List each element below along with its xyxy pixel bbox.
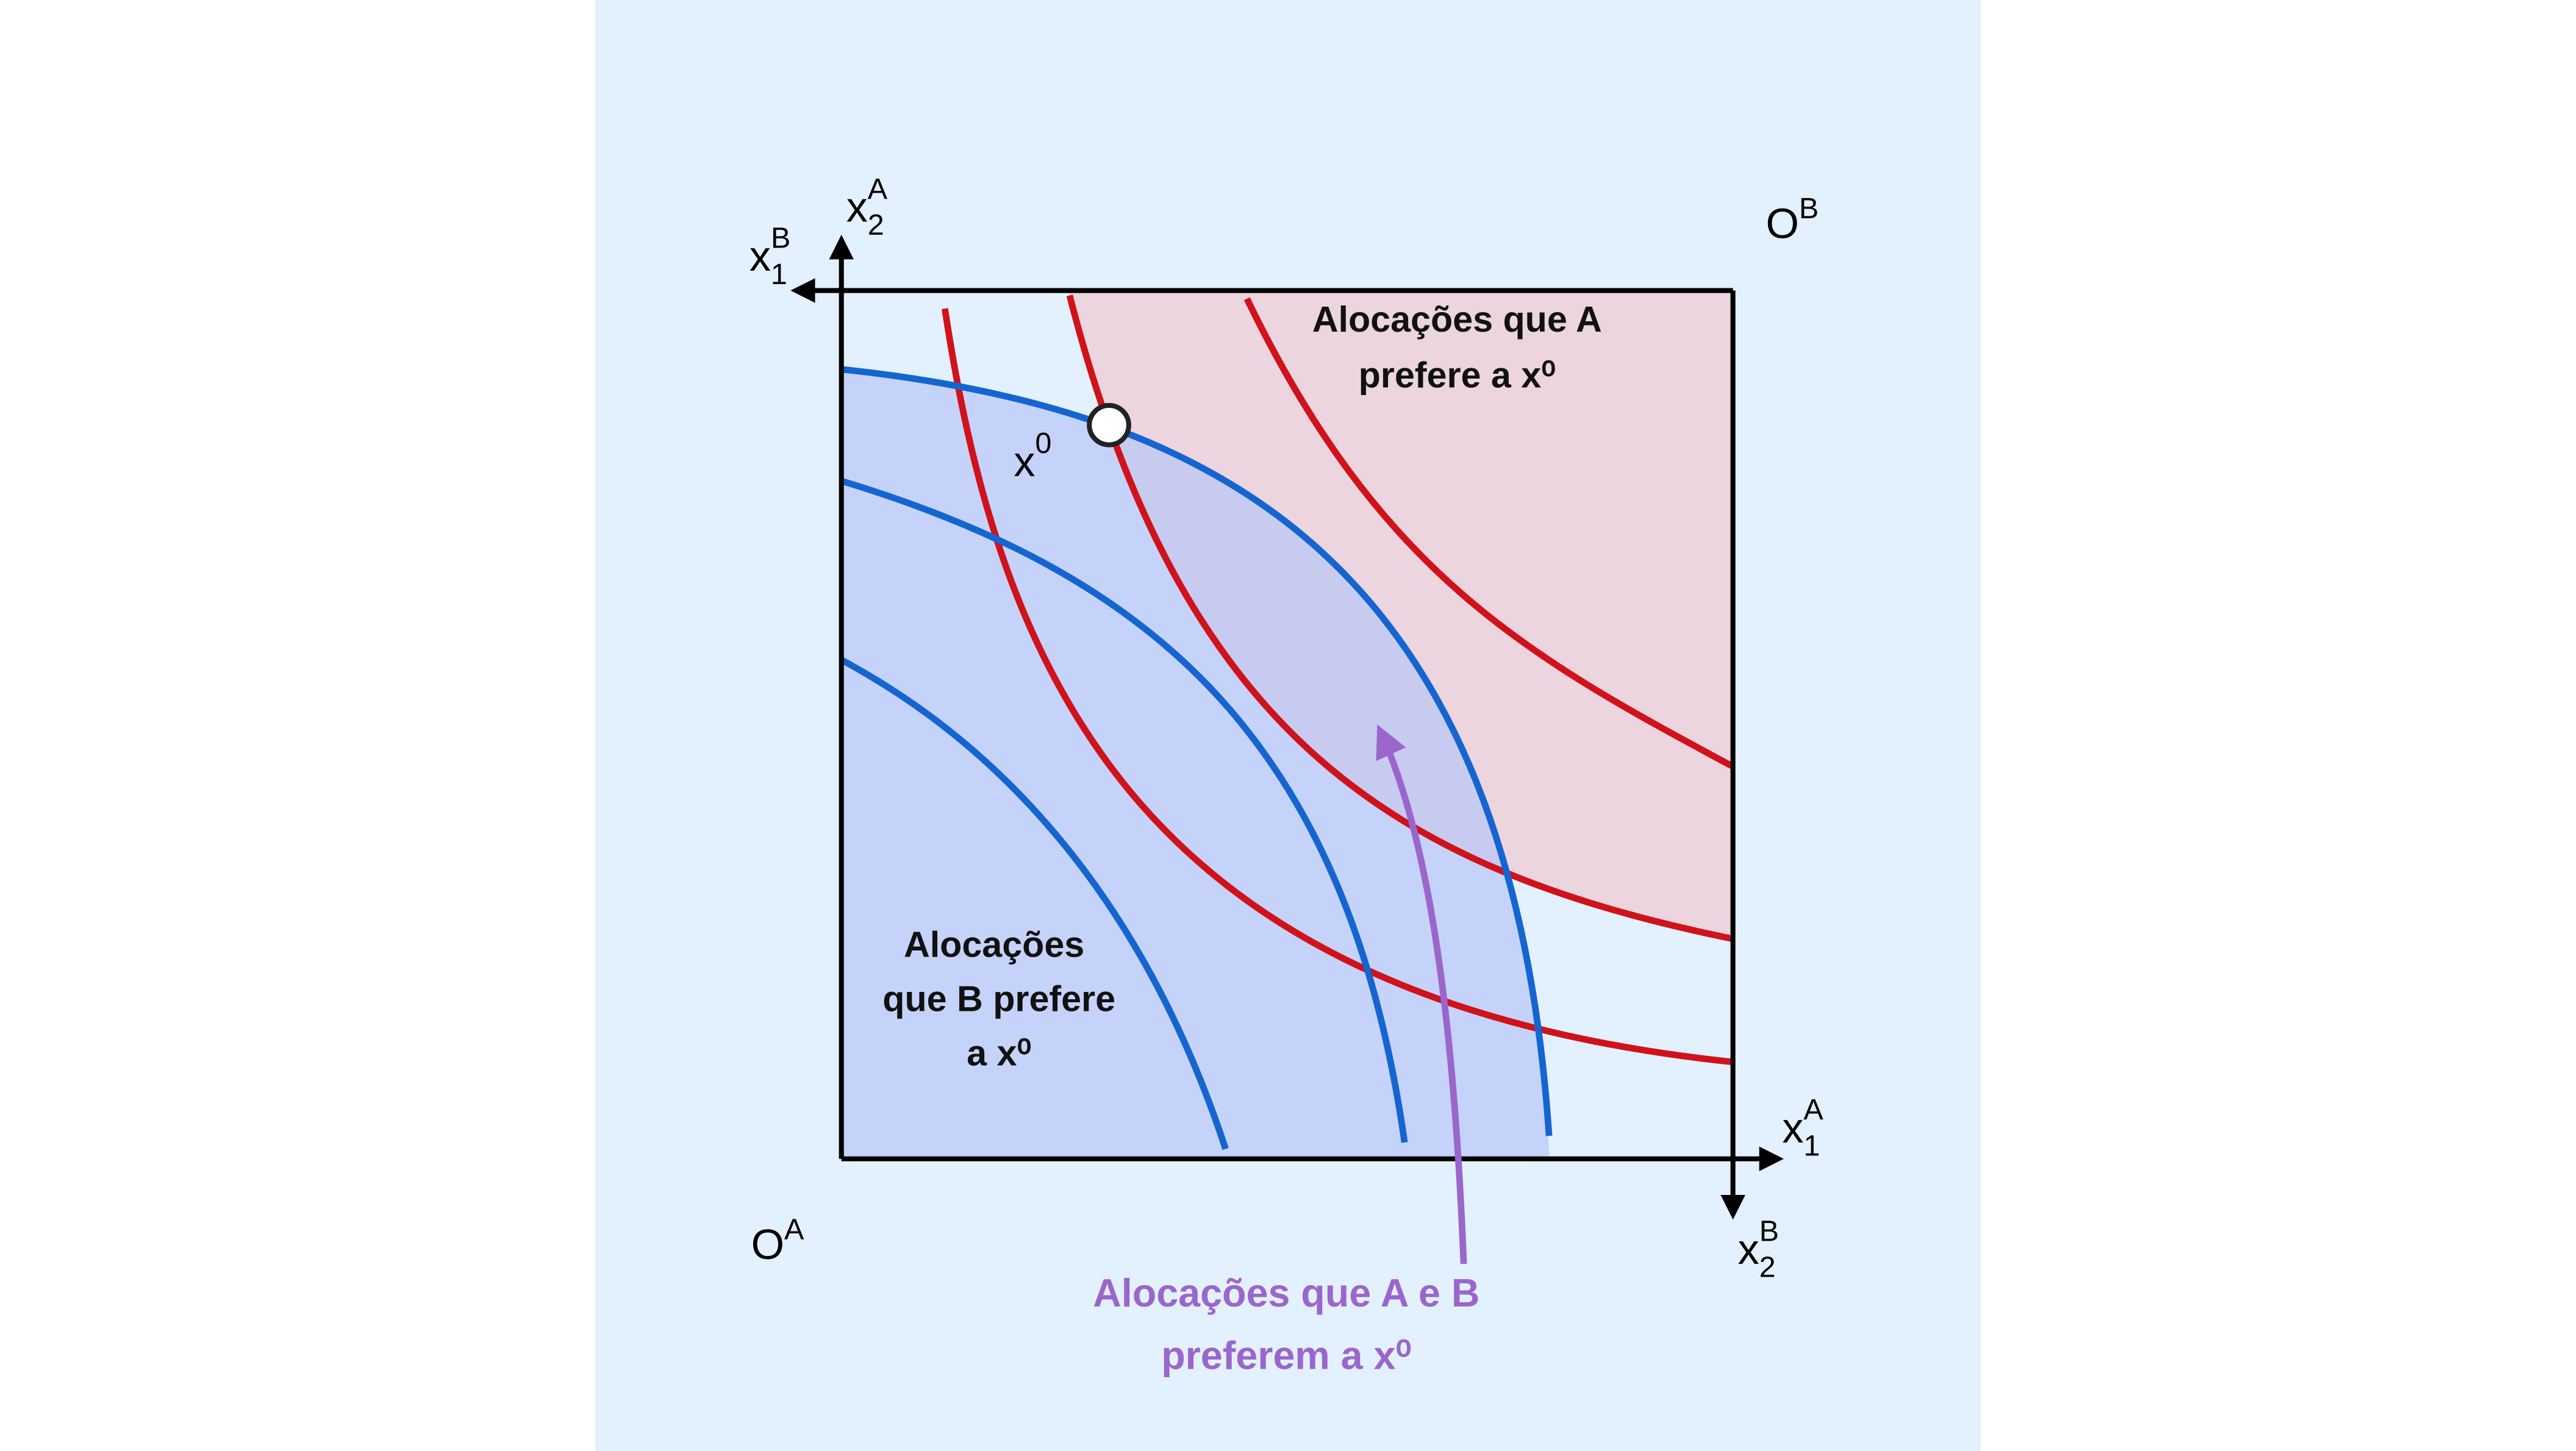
label-part: prefere a x⁰ bbox=[1359, 354, 1556, 395]
label-part: 1 bbox=[771, 258, 787, 291]
x0-point bbox=[1087, 402, 1131, 447]
point-label: x0 bbox=[1014, 427, 1051, 485]
origin-label: OA bbox=[751, 1213, 804, 1268]
label-part: 1 bbox=[1803, 1129, 1820, 1162]
both-arrow bbox=[1376, 724, 1467, 1264]
box bbox=[790, 235, 1784, 1220]
label-part: O bbox=[1766, 199, 1798, 247]
b-indifference-curve bbox=[841, 366, 1553, 1136]
label-part: x bbox=[846, 183, 868, 230]
label-part: preferem a x⁰ bbox=[1161, 1333, 1411, 1377]
b-region-label: Alocações que B prefere a x⁰ bbox=[882, 924, 1115, 1074]
label-part: Alocações bbox=[904, 924, 1084, 965]
b-indifference-curve bbox=[840, 657, 1229, 1150]
axis-label: x1A bbox=[1782, 1093, 1823, 1162]
a-indifference-curve bbox=[1243, 297, 1735, 770]
label-part: A bbox=[784, 1213, 804, 1246]
axis-label: x1B bbox=[750, 222, 790, 291]
label-part: 2 bbox=[868, 209, 884, 241]
label-part: que B prefere bbox=[882, 978, 1115, 1019]
label-part: B bbox=[1759, 1214, 1779, 1247]
label-part: O bbox=[751, 1221, 784, 1268]
label-part: x bbox=[1738, 1225, 1759, 1273]
label-part: A bbox=[868, 173, 888, 205]
label-part: B bbox=[771, 222, 790, 255]
label-part: 0 bbox=[1035, 427, 1051, 460]
label-part: B bbox=[1799, 192, 1819, 225]
a-region bbox=[1069, 290, 1733, 939]
label-part: Alocações que A bbox=[1312, 299, 1602, 340]
label-part: x bbox=[1782, 1104, 1803, 1152]
origin-label: OB bbox=[1766, 192, 1819, 247]
both-region-label: Alocações que A e B preferem a x⁰ bbox=[1093, 1271, 1479, 1377]
label-part: x bbox=[750, 232, 771, 280]
a-region-label: Alocações que A prefere a x⁰ bbox=[1312, 299, 1602, 396]
a-indifference-curve bbox=[941, 308, 1734, 1066]
a-indifference-curve bbox=[1066, 294, 1734, 943]
b-indifference-curve bbox=[840, 477, 1408, 1143]
label-part: x bbox=[1014, 438, 1035, 485]
label-part: 2 bbox=[1759, 1251, 1776, 1284]
label-part: A bbox=[1803, 1093, 1823, 1126]
axis-label: x2 B bbox=[1738, 1214, 1779, 1283]
label-part: Alocações que A e B bbox=[1093, 1271, 1479, 1315]
label-part: a x⁰ bbox=[967, 1032, 1031, 1073]
axis-label: x2 A bbox=[846, 173, 888, 241]
b-region bbox=[841, 369, 1550, 1159]
